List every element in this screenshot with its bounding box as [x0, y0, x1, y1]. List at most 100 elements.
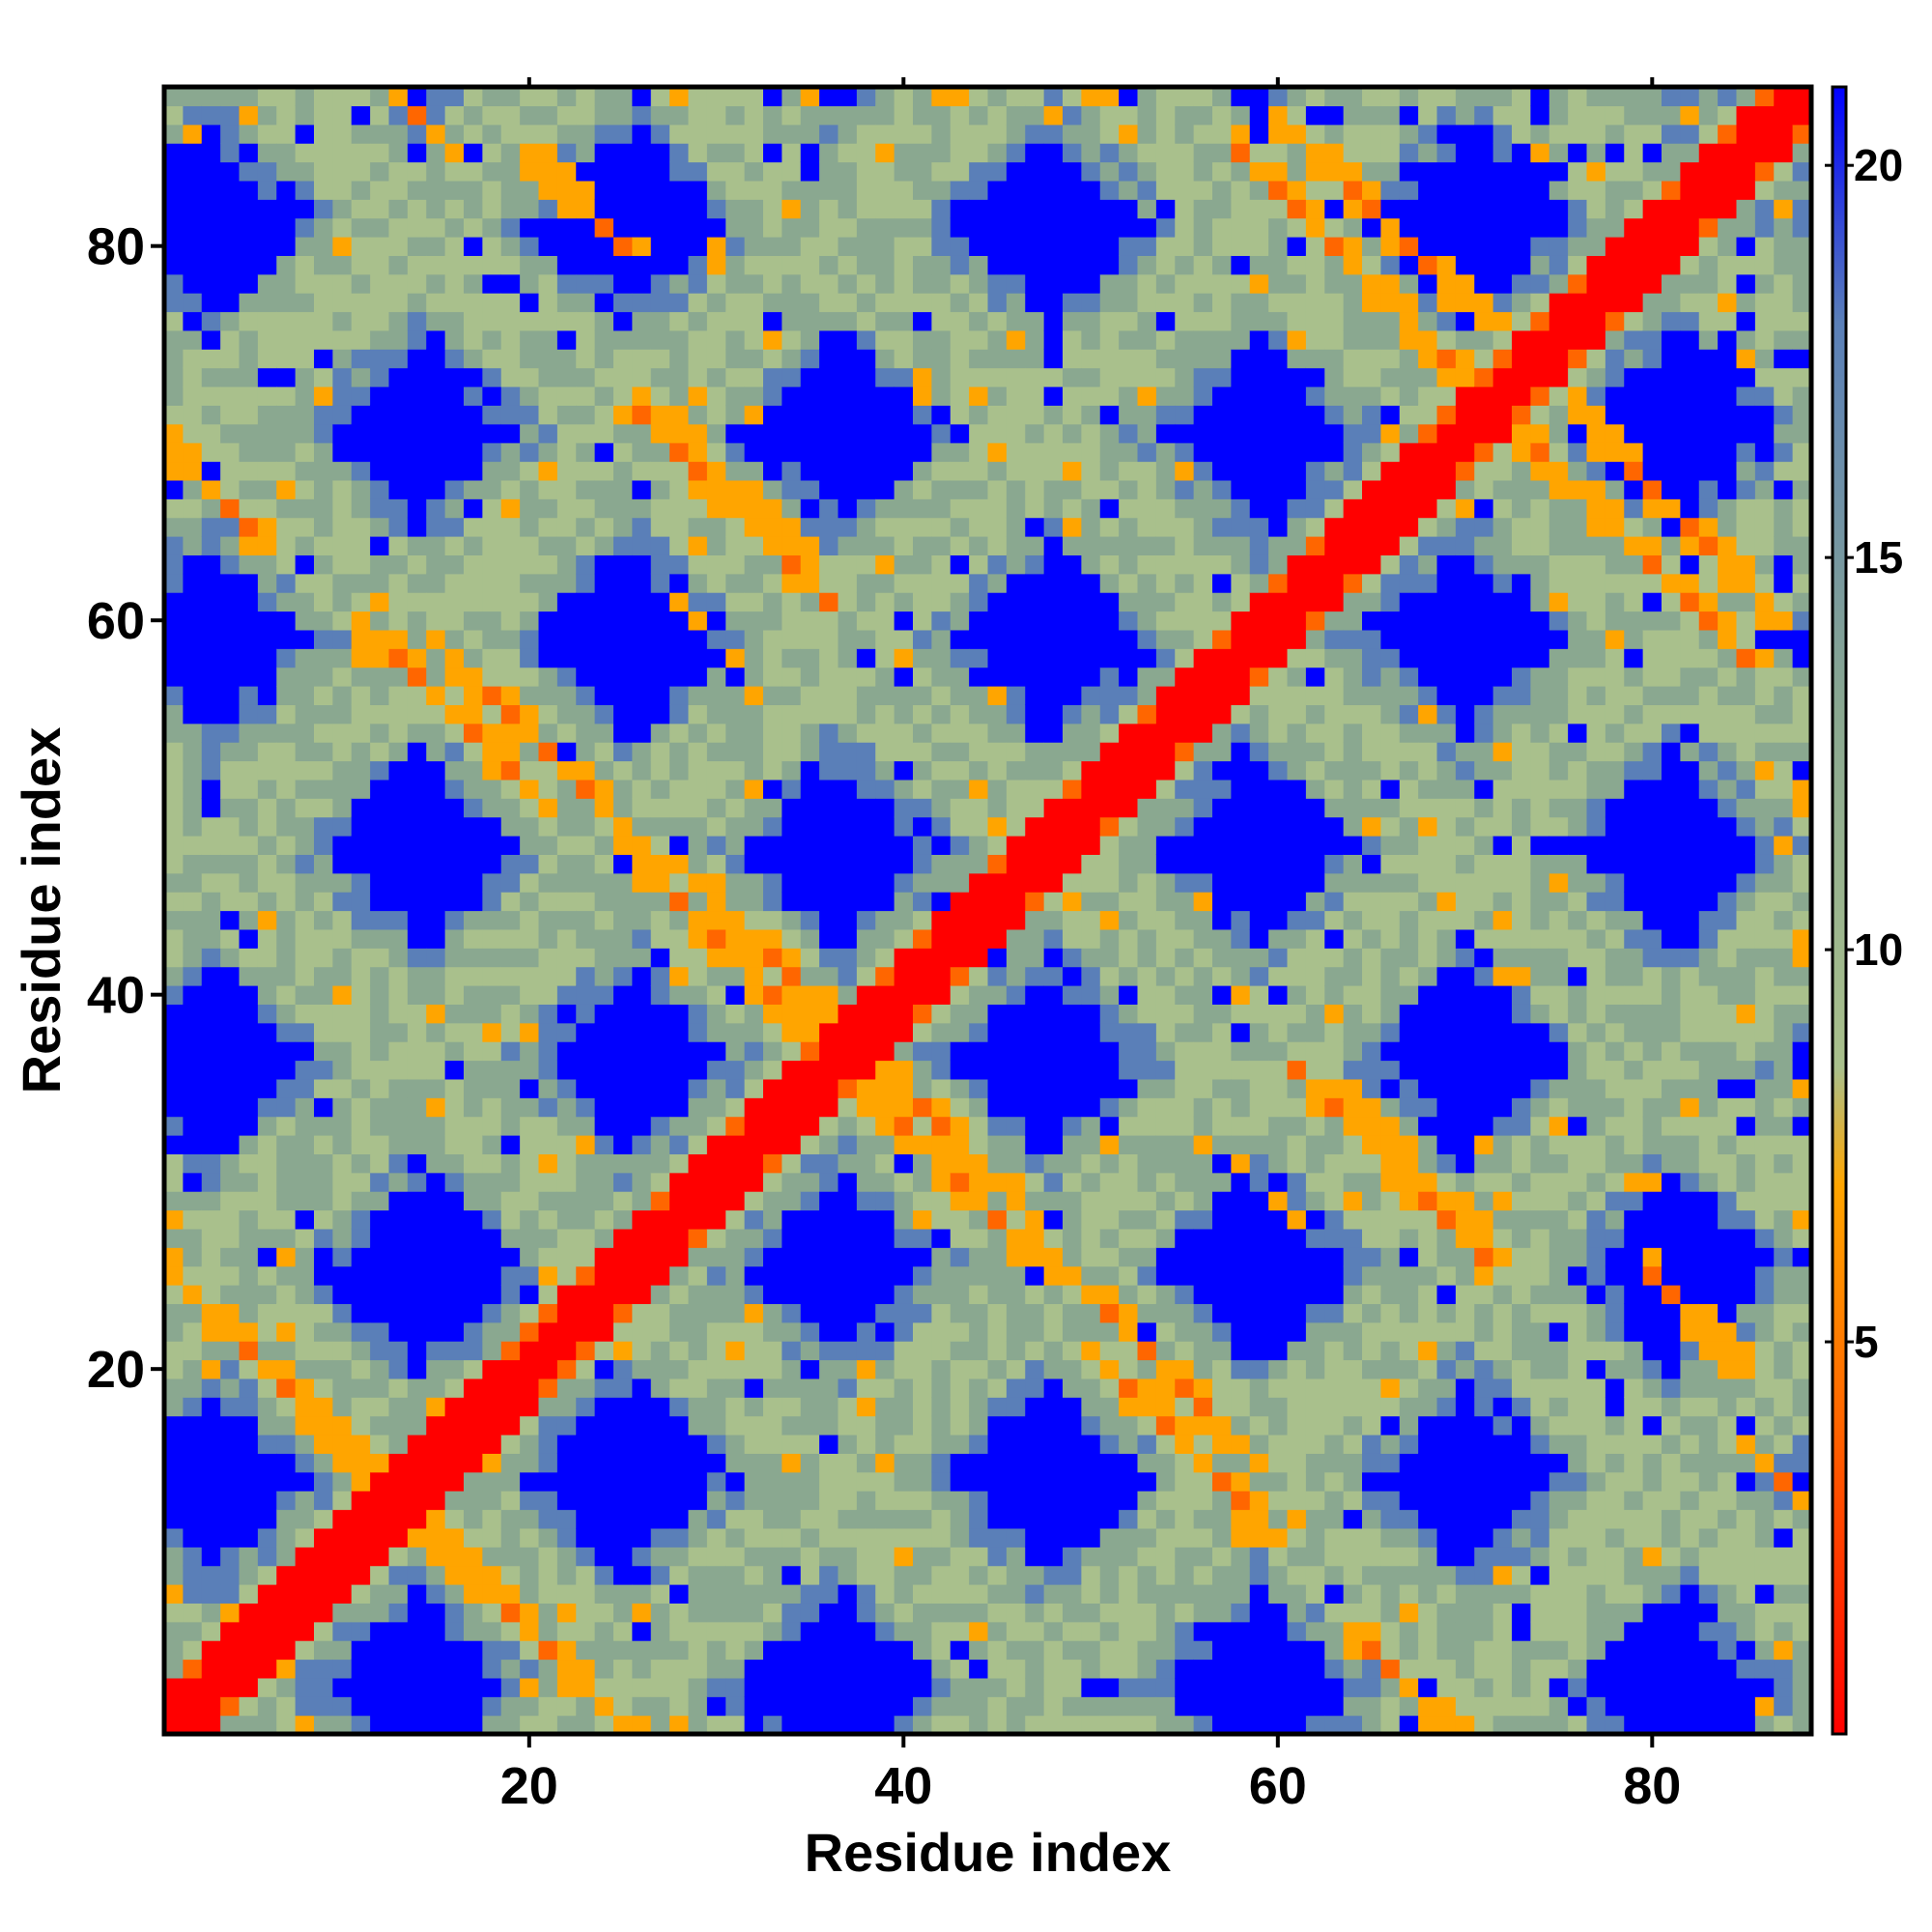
- heatmap-cell: [164, 87, 184, 106]
- heatmap-cell: [763, 87, 782, 106]
- heatmap-cell: [1025, 1116, 1045, 1136]
- heatmap-cell: [763, 180, 782, 200]
- heatmap-cell: [894, 1041, 914, 1062]
- heatmap-cell: [1099, 293, 1120, 313]
- heatmap-cell: [464, 1191, 483, 1211]
- heatmap-cell: [388, 1097, 409, 1118]
- heatmap-cell: [239, 1022, 259, 1042]
- heatmap-cell: [164, 1060, 184, 1080]
- heatmap-cell: [257, 1078, 277, 1098]
- heatmap-cell: [1175, 1153, 1195, 1174]
- heatmap-cell: [332, 816, 353, 837]
- heatmap-cell: [426, 892, 446, 912]
- heatmap-cell: [894, 1228, 914, 1248]
- heatmap-cell: [763, 742, 782, 762]
- heatmap-cell: [426, 1397, 446, 1417]
- heatmap-cell: [538, 779, 558, 799]
- heatmap-cell: [894, 349, 914, 369]
- heatmap-cell: [913, 1509, 932, 1529]
- heatmap-cell: [875, 423, 895, 443]
- heatmap-cell: [650, 105, 670, 126]
- heatmap-cell: [183, 367, 203, 387]
- heatmap-cell: [706, 1247, 726, 1267]
- heatmap-cell: [370, 143, 390, 163]
- heatmap-cell: [763, 1247, 782, 1267]
- heatmap-cell: [1155, 1378, 1176, 1398]
- heatmap-cell: [613, 1603, 633, 1623]
- heatmap-cell: [520, 1509, 540, 1529]
- heatmap-cell: [520, 349, 540, 369]
- heatmap-cell: [370, 836, 390, 855]
- heatmap-cell: [613, 1359, 633, 1379]
- heatmap-cell: [763, 143, 782, 163]
- heatmap-cell: [1099, 273, 1120, 294]
- heatmap-cell: [744, 1715, 764, 1735]
- heatmap-cell: [407, 742, 427, 762]
- heatmap-cell: [164, 611, 184, 631]
- heatmap-cell: [276, 1453, 297, 1473]
- heatmap-cell: [444, 704, 465, 724]
- heatmap-cell: [295, 1321, 315, 1342]
- heatmap-cell: [706, 442, 726, 463]
- heatmap-cell: [520, 1415, 540, 1435]
- heatmap-cell: [482, 87, 502, 106]
- heatmap-cell: [838, 1603, 858, 1623]
- heatmap-cell: [576, 1397, 596, 1417]
- heatmap-cell: [370, 1285, 390, 1304]
- heatmap-cell: [650, 948, 670, 968]
- heatmap-cell: [520, 1153, 540, 1174]
- heatmap-cell: [482, 760, 502, 781]
- heatmap-cell: [276, 367, 297, 387]
- heatmap-cell: [650, 1491, 670, 1511]
- heatmap-cell: [669, 1004, 690, 1024]
- heatmap-cell: [875, 1060, 895, 1080]
- heatmap-cell: [838, 199, 858, 219]
- heatmap-cell: [201, 461, 221, 481]
- heatmap-cell: [800, 199, 820, 219]
- heatmap-cell: [201, 1603, 221, 1623]
- heatmap-cell: [819, 1303, 839, 1323]
- heatmap-cell: [332, 1547, 353, 1567]
- heatmap-cell: [276, 1527, 297, 1548]
- heatmap-cell: [688, 686, 708, 705]
- heatmap-cell: [725, 1527, 746, 1548]
- heatmap-cell: [856, 573, 876, 593]
- heatmap-cell: [931, 1453, 952, 1473]
- heatmap-cell: [1099, 237, 1120, 256]
- heatmap-cell: [744, 237, 764, 256]
- heatmap-cell: [1025, 255, 1045, 275]
- heatmap-cell: [520, 1022, 540, 1042]
- heatmap-cell: [838, 1397, 858, 1417]
- heatmap-cell: [444, 461, 465, 481]
- heatmap-cell: [1025, 686, 1045, 705]
- heatmap-cell: [538, 1621, 558, 1641]
- heatmap-cell: [314, 199, 333, 219]
- heatmap-cell: [332, 629, 353, 649]
- heatmap-cell: [426, 1491, 446, 1511]
- heatmap-cell: [632, 928, 652, 949]
- heatmap-cell: [744, 517, 764, 537]
- heatmap-cell: [894, 1153, 914, 1174]
- heatmap-cell: [407, 1584, 427, 1604]
- heatmap-cell: [314, 629, 333, 649]
- heatmap-cell: [370, 217, 390, 238]
- heatmap-cell: [913, 592, 932, 612]
- heatmap-cell: [220, 1397, 241, 1417]
- heatmap-cell: [332, 1565, 353, 1585]
- heatmap-cell: [650, 1285, 670, 1304]
- heatmap-cell: [781, 1022, 802, 1042]
- heatmap-cell: [594, 928, 614, 949]
- heatmap-cell: [744, 1491, 764, 1511]
- heatmap-cell: [332, 1471, 353, 1492]
- heatmap-cell: [1099, 498, 1120, 519]
- heatmap-cell: [1043, 723, 1064, 743]
- heatmap-cell: [819, 199, 839, 219]
- heatmap-cell: [800, 1135, 820, 1154]
- heatmap-cell: [164, 742, 184, 762]
- heatmap-cell: [220, 667, 241, 687]
- heatmap-cell: [613, 1547, 633, 1567]
- heatmap-cell: [332, 1341, 353, 1361]
- heatmap-cell: [744, 423, 764, 443]
- heatmap-cell: [576, 1491, 596, 1511]
- heatmap-cell: [576, 629, 596, 649]
